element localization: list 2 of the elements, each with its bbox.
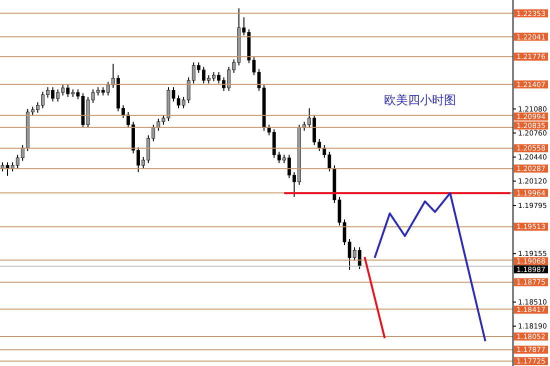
annotation: 欧美四小时图: [384, 92, 456, 109]
line-series: [374, 192, 486, 342]
